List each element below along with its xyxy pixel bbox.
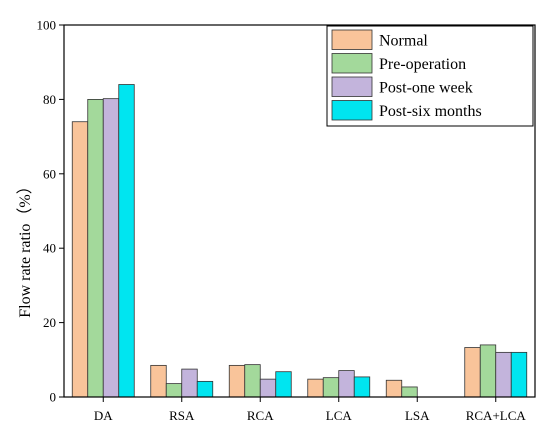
y-tick-label: 80 xyxy=(43,92,56,107)
bar xyxy=(196,380,214,398)
y-tick-label: 60 xyxy=(43,166,56,181)
bar xyxy=(495,351,512,398)
bar xyxy=(165,383,183,398)
legend-label: Post-one week xyxy=(379,80,473,97)
x-tick-label: RSA xyxy=(169,408,195,423)
bar xyxy=(510,351,528,398)
axes xyxy=(59,24,536,402)
bar xyxy=(322,377,340,398)
bar xyxy=(275,371,292,398)
y-axis-label: Flow rate ratio（%） xyxy=(16,178,34,318)
y-tick-label: 100 xyxy=(37,18,57,33)
bar xyxy=(87,99,104,398)
x-tick-label: LCA xyxy=(326,408,353,423)
legend-label: Post-six months xyxy=(379,103,482,120)
bar xyxy=(102,98,120,398)
legend: Normal Pre-operation Post-one week Post-six… xyxy=(326,25,534,127)
bars xyxy=(71,84,528,398)
bar xyxy=(71,121,89,398)
y-tick-label: 0 xyxy=(50,390,57,405)
bar xyxy=(353,376,371,398)
bar xyxy=(479,344,497,398)
legend-swatch xyxy=(331,53,373,74)
y-tick-label: 40 xyxy=(43,241,56,256)
y-tick-labels: 0 20 40 60 80 100 xyxy=(37,18,57,405)
legend-label: Pre-operation xyxy=(379,56,466,73)
plot-frame xyxy=(63,24,536,398)
legend-label: Normal xyxy=(379,33,428,50)
legend-swatch xyxy=(331,29,373,50)
x-tick-label: DA xyxy=(94,408,113,423)
legend-swatch xyxy=(331,76,373,97)
bar xyxy=(244,364,261,398)
bar xyxy=(385,379,403,398)
bar xyxy=(150,364,167,398)
bar xyxy=(181,368,198,398)
bar xyxy=(228,364,246,398)
bar xyxy=(259,378,277,398)
x-tick-labels: DA RSA RCA LCA LSA RCA+LCA xyxy=(94,408,527,423)
bar xyxy=(118,84,135,398)
y-tick-label: 20 xyxy=(43,315,56,330)
bar xyxy=(307,378,324,398)
bar xyxy=(464,347,481,398)
legend-swatch xyxy=(331,100,373,121)
bar xyxy=(338,370,355,398)
x-tick-label: RCA+LCA xyxy=(466,408,527,423)
bar xyxy=(401,386,418,398)
x-tick-label: LSA xyxy=(405,408,430,423)
x-tick-label: RCA xyxy=(247,408,274,423)
